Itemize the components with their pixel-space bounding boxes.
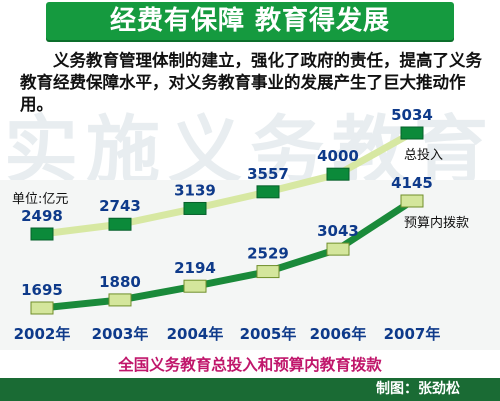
x-tick-label: 2004年 — [167, 325, 224, 343]
intro-paragraph: 义务教育管理体制的建立，强化了政府的责任，提高了义务教育经费保障水平，对义务教育… — [20, 51, 482, 114]
data-label: 2743 — [99, 197, 141, 215]
data-point-marker — [256, 265, 280, 279]
background-photo-area — [0, 180, 500, 350]
x-tick-label: 2002年 — [14, 325, 71, 343]
watermark-text: 实施义务教育 — [4, 108, 496, 194]
chart-caption: 全国义务教育总投入和预算内教育拨款 — [118, 356, 382, 374]
data-label: 4145 — [391, 174, 433, 192]
data-point-marker — [30, 227, 54, 241]
x-tick-label: 2006年 — [310, 325, 367, 343]
x-tick-label: 2007年 — [384, 325, 441, 343]
data-label: 2529 — [247, 245, 289, 263]
data-label: 3557 — [247, 165, 289, 183]
credit-text: 制图：张劲松 — [376, 381, 460, 397]
x-tick-label: 2003年 — [92, 325, 149, 343]
data-label: 3043 — [317, 222, 359, 240]
data-point-marker — [326, 242, 350, 256]
data-point-marker — [326, 167, 350, 181]
data-label: 5034 — [391, 106, 433, 124]
page-title: 经费有保障 教育得发展 — [109, 6, 391, 36]
data-label: 2194 — [174, 259, 216, 277]
credit-bar: 制图：张劲松 — [0, 378, 500, 401]
data-label: 1880 — [99, 273, 141, 291]
data-point-marker — [400, 194, 424, 208]
x-tick-label: 2005年 — [240, 325, 297, 343]
data-point-marker — [400, 126, 424, 140]
series-name-label: 预算内拨款 — [404, 215, 469, 231]
series-layer: 2498 2743 3139 3557 4000 5034 总投入 1695 1880 2194 2… — [21, 106, 469, 315]
unit-label: 单位:亿元 — [12, 192, 68, 207]
x-axis: 2002年 2003年 2004年 2005年 2006年 2007年 — [14, 325, 441, 343]
series-line-total — [38, 129, 416, 238]
data-label: 2498 — [21, 207, 63, 225]
data-label: 3139 — [174, 181, 216, 199]
data-point-marker — [256, 185, 280, 199]
series-name-label: 总投入 — [404, 147, 443, 163]
data-point-marker — [30, 301, 54, 315]
data-point-marker — [183, 201, 207, 215]
data-label: 1695 — [21, 281, 63, 299]
series-line-budget — [38, 197, 416, 312]
data-point-marker — [183, 279, 207, 293]
data-label: 4000 — [317, 147, 359, 165]
title-bar: 经费有保障 教育得发展 — [46, 2, 454, 40]
data-point-marker — [108, 293, 132, 307]
data-point-marker — [108, 217, 132, 231]
